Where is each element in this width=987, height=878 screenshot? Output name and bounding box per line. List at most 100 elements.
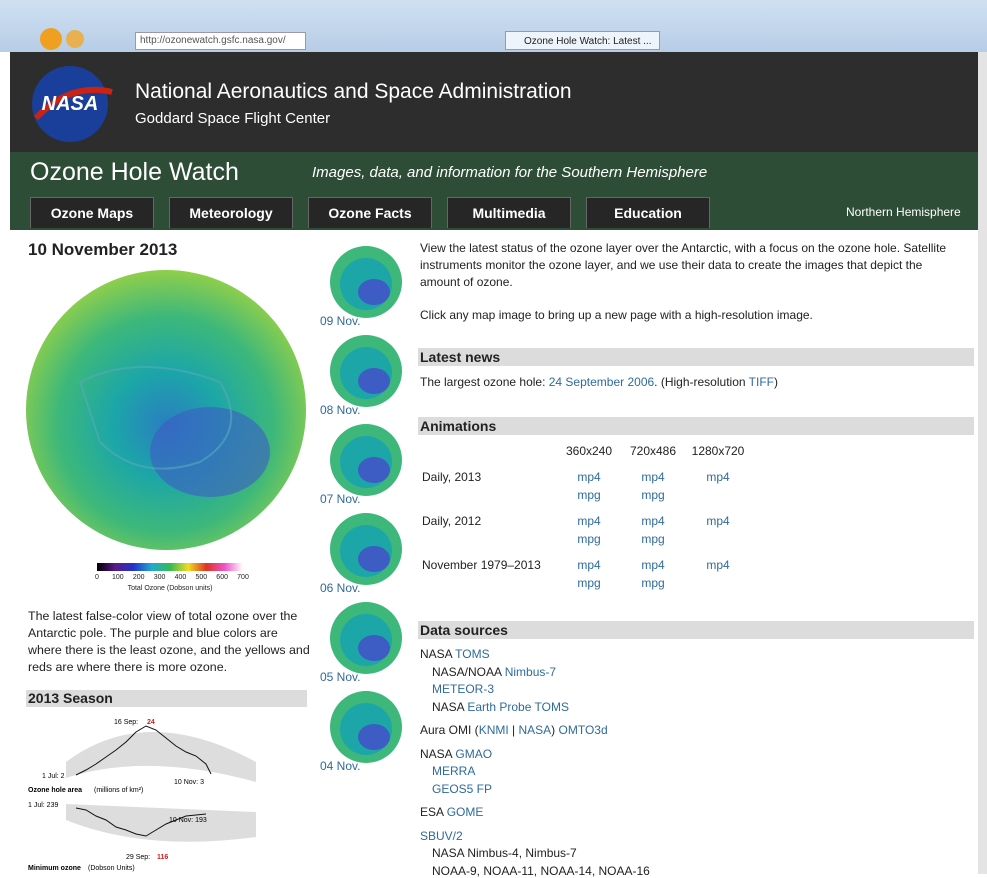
text: NOAA-9, NOAA-11, NOAA-14, NOAA-16 xyxy=(432,864,650,878)
text: NASA xyxy=(432,700,467,714)
text: | xyxy=(509,723,519,737)
video-link[interactable]: mp4 xyxy=(641,470,664,484)
site-title[interactable]: Ozone Hole Watch xyxy=(30,158,239,187)
text: Aura OMI ( xyxy=(420,723,479,737)
video-link[interactable]: mp4 xyxy=(706,470,729,484)
video-link[interactable]: mp4 xyxy=(577,558,600,572)
text: ESA xyxy=(420,805,447,819)
link[interactable]: GEOS5 FP xyxy=(432,782,492,796)
scale-tick-label: 700 xyxy=(237,574,249,581)
link[interactable]: OMTO3d xyxy=(559,723,608,737)
link[interactable]: 24 September 2006 xyxy=(549,375,654,389)
link[interactable]: MERRA xyxy=(432,764,475,778)
video-link[interactable]: mp4 xyxy=(706,558,729,572)
row-label: November 1979–2013 xyxy=(422,558,541,572)
video-link[interactable]: mp4 xyxy=(577,470,600,484)
video-link[interactable]: mpg xyxy=(641,488,664,502)
chart-units: (millions of km²) xyxy=(94,787,143,794)
video-link[interactable]: mp4 xyxy=(641,514,664,528)
scale-tick-label: 200 xyxy=(133,574,145,581)
nav-tab[interactable]: Multimedia xyxy=(447,197,571,228)
link[interactable]: TOMS xyxy=(455,647,489,661)
source-line: SBUV/2 xyxy=(420,829,463,843)
nav-tab[interactable]: Meteorology xyxy=(169,197,293,228)
ozone-map[interactable] xyxy=(20,262,320,562)
nav-tab[interactable]: Education xyxy=(586,197,710,228)
source-line: NASA TOMS xyxy=(420,647,490,661)
thumbnail-date[interactable]: 06 Nov. xyxy=(320,581,360,595)
text: NASA Nimbus-4, Nimbus-7 xyxy=(432,846,577,860)
map-date: 10 November 2013 xyxy=(28,240,177,260)
news-heading: Latest news xyxy=(418,348,974,366)
link[interactable]: GMAO xyxy=(455,747,492,761)
video-link[interactable]: mpg xyxy=(577,532,600,546)
thumbnail-date[interactable]: 05 Nov. xyxy=(320,670,360,684)
text: ) xyxy=(551,723,558,737)
back-button[interactable] xyxy=(40,28,62,50)
northern-link[interactable]: Northern Hemisphere xyxy=(846,205,961,219)
text: NASA/NOAA xyxy=(432,665,505,679)
video-link[interactable]: mp4 xyxy=(706,514,729,528)
source-subline: NOAA-9, NOAA-11, NOAA-14, NOAA-16 xyxy=(432,864,650,878)
season-charts[interactable]: 16 Sep: 24 1 Jul: 2 10 Nov: 3 Ozone hole… xyxy=(26,712,266,872)
thumbnail-date[interactable]: 07 Nov. xyxy=(320,492,360,506)
thumbnail-map[interactable] xyxy=(328,333,404,409)
scrollbar[interactable] xyxy=(978,52,987,874)
nasa-logo: NASA xyxy=(28,62,118,144)
column-header: 360x240 xyxy=(566,444,612,458)
source-subline: NASA Nimbus-4, Nimbus-7 xyxy=(432,846,577,860)
intro-text: View the latest status of the ozone laye… xyxy=(420,240,965,291)
chart-title: Ozone hole area xyxy=(28,787,82,794)
news-text: The largest ozone hole: 24 September 200… xyxy=(420,375,778,389)
logo-text: NASA xyxy=(42,93,99,115)
row-label: Daily, 2012 xyxy=(422,514,481,528)
text: NASA xyxy=(420,647,455,661)
thumbnail-map[interactable] xyxy=(328,689,404,765)
video-link[interactable]: mpg xyxy=(577,488,600,502)
row-label: Daily, 2013 xyxy=(422,470,481,484)
sources-heading: Data sources xyxy=(418,621,974,639)
thumbnail-map[interactable] xyxy=(328,511,404,587)
link[interactable]: Nimbus-7 xyxy=(505,665,556,679)
nav-tab[interactable]: Ozone Maps xyxy=(30,197,154,228)
video-link[interactable]: mp4 xyxy=(641,558,664,572)
thumbnail-map[interactable] xyxy=(328,244,404,320)
chart-annotation: 24 xyxy=(147,719,155,726)
link[interactable]: METEOR-3 xyxy=(432,682,494,696)
chart-annotation: 1 Jul: 239 xyxy=(28,802,58,809)
org-name: National Aeronautics and Space Administr… xyxy=(135,80,572,104)
source-subline: GEOS5 FP xyxy=(432,782,492,796)
link[interactable]: KNMI xyxy=(479,723,509,737)
video-link[interactable]: mpg xyxy=(641,576,664,590)
thumbnail-date[interactable]: 04 Nov. xyxy=(320,759,360,773)
map-description: The latest false-color view of total ozo… xyxy=(28,608,310,676)
link[interactable]: NASA xyxy=(518,723,551,737)
address-bar[interactable]: http://ozonewatch.gsfc.nasa.gov/ xyxy=(135,32,306,50)
chart-annotation: 29 Sep: xyxy=(126,854,150,861)
video-link[interactable]: mpg xyxy=(641,532,664,546)
video-link[interactable]: mp4 xyxy=(577,514,600,528)
link[interactable]: TIFF xyxy=(749,375,774,389)
source-subline: NASA/NOAA Nimbus-7 xyxy=(432,665,556,679)
link[interactable]: SBUV/2 xyxy=(420,829,463,843)
source-subline: MERRA xyxy=(432,764,475,778)
forward-button[interactable] xyxy=(66,30,84,48)
scale-tick-label: 100 xyxy=(112,574,124,581)
scale-tick-label: 400 xyxy=(175,574,187,581)
center-name: Goddard Space Flight Center xyxy=(135,110,330,127)
source-line: ESA GOME xyxy=(420,805,483,819)
chart-annotation: 1 Jul: 2 xyxy=(42,773,65,780)
chart-annotation: 10 Nov: 3 xyxy=(174,779,204,786)
link[interactable]: GOME xyxy=(447,805,484,819)
link[interactable]: Earth Probe TOMS xyxy=(467,700,569,714)
browser-tab[interactable]: Ozone Hole Watch: Latest ... xyxy=(505,31,660,50)
thumbnail-date[interactable]: 09 Nov. xyxy=(320,314,360,328)
thumbnail-date[interactable]: 08 Nov. xyxy=(320,403,360,417)
column-header: 720x486 xyxy=(630,444,676,458)
video-link[interactable]: mpg xyxy=(577,576,600,590)
thumbnail-map[interactable] xyxy=(328,422,404,498)
scale-tick-label: 500 xyxy=(195,574,207,581)
nav-tab[interactable]: Ozone Facts xyxy=(308,197,432,228)
thumbnail-map[interactable] xyxy=(328,600,404,676)
chart-annotation: 10 Nov: 193 xyxy=(169,817,207,824)
